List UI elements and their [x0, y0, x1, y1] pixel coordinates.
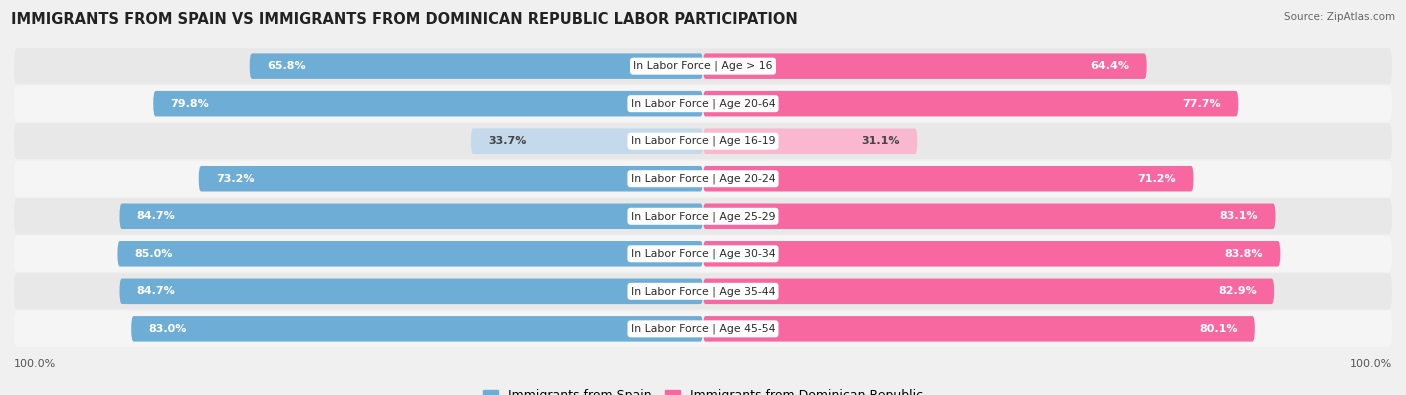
Text: In Labor Force | Age 45-54: In Labor Force | Age 45-54	[631, 324, 775, 334]
Text: 77.7%: 77.7%	[1182, 99, 1220, 109]
FancyBboxPatch shape	[14, 273, 1392, 309]
FancyBboxPatch shape	[703, 278, 1274, 304]
Text: Source: ZipAtlas.com: Source: ZipAtlas.com	[1284, 12, 1395, 22]
Text: 73.2%: 73.2%	[217, 174, 254, 184]
FancyBboxPatch shape	[703, 128, 917, 154]
Text: 64.4%: 64.4%	[1091, 61, 1129, 71]
FancyBboxPatch shape	[703, 241, 1281, 267]
FancyBboxPatch shape	[131, 316, 703, 342]
Text: IMMIGRANTS FROM SPAIN VS IMMIGRANTS FROM DOMINICAN REPUBLIC LABOR PARTICIPATION: IMMIGRANTS FROM SPAIN VS IMMIGRANTS FROM…	[11, 12, 799, 27]
FancyBboxPatch shape	[14, 86, 1392, 122]
Text: 83.1%: 83.1%	[1220, 211, 1258, 221]
Text: 83.8%: 83.8%	[1225, 249, 1263, 259]
FancyBboxPatch shape	[14, 48, 1392, 84]
FancyBboxPatch shape	[471, 128, 703, 154]
FancyBboxPatch shape	[120, 278, 703, 304]
Text: In Labor Force | Age 16-19: In Labor Force | Age 16-19	[631, 136, 775, 147]
Legend: Immigrants from Spain, Immigrants from Dominican Republic: Immigrants from Spain, Immigrants from D…	[478, 384, 928, 395]
FancyBboxPatch shape	[14, 123, 1392, 159]
FancyBboxPatch shape	[703, 316, 1254, 342]
Text: 79.8%: 79.8%	[170, 99, 209, 109]
Text: 85.0%: 85.0%	[135, 249, 173, 259]
FancyBboxPatch shape	[153, 91, 703, 117]
Text: 83.0%: 83.0%	[149, 324, 187, 334]
FancyBboxPatch shape	[198, 166, 703, 192]
Text: 84.7%: 84.7%	[136, 211, 176, 221]
Text: 65.8%: 65.8%	[267, 61, 305, 71]
Text: In Labor Force | Age > 16: In Labor Force | Age > 16	[633, 61, 773, 71]
Text: 31.1%: 31.1%	[862, 136, 900, 146]
FancyBboxPatch shape	[250, 53, 703, 79]
Text: 100.0%: 100.0%	[14, 359, 56, 369]
Text: 33.7%: 33.7%	[488, 136, 526, 146]
Text: 80.1%: 80.1%	[1199, 324, 1237, 334]
FancyBboxPatch shape	[117, 241, 703, 267]
Text: 100.0%: 100.0%	[1350, 359, 1392, 369]
Text: 82.9%: 82.9%	[1218, 286, 1257, 296]
Text: In Labor Force | Age 35-44: In Labor Force | Age 35-44	[631, 286, 775, 297]
Text: 84.7%: 84.7%	[136, 286, 176, 296]
FancyBboxPatch shape	[14, 198, 1392, 234]
FancyBboxPatch shape	[14, 236, 1392, 272]
FancyBboxPatch shape	[703, 166, 1194, 192]
FancyBboxPatch shape	[14, 161, 1392, 197]
FancyBboxPatch shape	[703, 53, 1147, 79]
FancyBboxPatch shape	[14, 311, 1392, 347]
Text: In Labor Force | Age 20-24: In Labor Force | Age 20-24	[631, 173, 775, 184]
Text: 71.2%: 71.2%	[1137, 174, 1177, 184]
Text: In Labor Force | Age 25-29: In Labor Force | Age 25-29	[631, 211, 775, 222]
Text: In Labor Force | Age 20-64: In Labor Force | Age 20-64	[631, 98, 775, 109]
FancyBboxPatch shape	[703, 91, 1239, 117]
FancyBboxPatch shape	[703, 203, 1275, 229]
FancyBboxPatch shape	[120, 203, 703, 229]
Text: In Labor Force | Age 30-34: In Labor Force | Age 30-34	[631, 248, 775, 259]
